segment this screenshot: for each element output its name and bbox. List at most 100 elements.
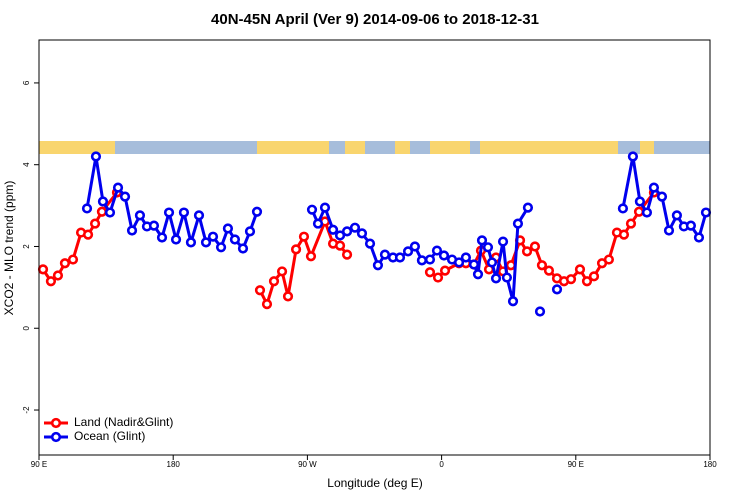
data-point bbox=[254, 285, 266, 296]
data-point bbox=[490, 273, 502, 284]
y-axis-label: XCO2 - MLO trend (ppm) bbox=[2, 181, 16, 316]
data-point bbox=[574, 264, 586, 275]
data-point bbox=[319, 202, 331, 213]
y-tick-label: 4 bbox=[22, 162, 31, 167]
data-point bbox=[453, 257, 465, 268]
x-tick-label: 180 bbox=[703, 460, 717, 469]
data-point bbox=[372, 260, 384, 271]
data-point bbox=[81, 203, 93, 214]
data-point bbox=[685, 220, 697, 231]
y-tick-label: -2 bbox=[22, 406, 31, 414]
legend-label: Land (Nadir&Glint) bbox=[74, 415, 173, 429]
data-point bbox=[565, 274, 577, 285]
plot-frame bbox=[38, 39, 711, 456]
data-point bbox=[394, 252, 406, 263]
data-point bbox=[268, 276, 280, 287]
data-point bbox=[82, 229, 94, 240]
data-point bbox=[229, 234, 241, 245]
data-point bbox=[424, 267, 436, 278]
data-point bbox=[536, 260, 548, 271]
data-point bbox=[306, 204, 318, 215]
data-point bbox=[501, 272, 513, 283]
data-point bbox=[45, 276, 57, 287]
y-tick-label: 6 bbox=[22, 80, 31, 85]
data-point bbox=[156, 232, 168, 243]
data-point bbox=[356, 228, 368, 239]
data-point bbox=[52, 270, 64, 281]
x-tick-label: 0 bbox=[439, 460, 444, 469]
data-point bbox=[656, 191, 668, 202]
data-point bbox=[625, 218, 637, 229]
data-point bbox=[505, 260, 517, 271]
data-point bbox=[261, 299, 273, 310]
x-tick-label: 90 E bbox=[568, 460, 584, 469]
legend-label: Ocean (Glint) bbox=[74, 429, 145, 443]
data-point bbox=[634, 196, 646, 207]
data-point bbox=[349, 222, 361, 233]
data-point bbox=[700, 207, 712, 218]
data-point bbox=[641, 207, 653, 218]
data-point bbox=[97, 196, 109, 207]
x-tick-label: 90 W bbox=[298, 460, 317, 469]
data-point bbox=[148, 220, 160, 231]
legend: Land (Nadir&Glint)Ocean (Glint) bbox=[40, 414, 185, 454]
data-point bbox=[185, 237, 197, 248]
data-point bbox=[633, 206, 645, 217]
data-point bbox=[341, 249, 353, 260]
data-point bbox=[482, 242, 494, 253]
data-point bbox=[618, 229, 630, 240]
data-point bbox=[402, 246, 414, 257]
data-point bbox=[170, 234, 182, 245]
series-line bbox=[41, 191, 656, 306]
data-point bbox=[617, 203, 629, 214]
data-point bbox=[67, 254, 79, 265]
data-point bbox=[178, 207, 190, 218]
legend-box bbox=[40, 414, 185, 454]
data-point bbox=[207, 231, 219, 242]
chart-title: 40N-45N April (Ver 9) 2014-09-06 to 2018… bbox=[211, 11, 539, 28]
data-point bbox=[534, 306, 546, 317]
legend-marker bbox=[50, 431, 62, 443]
data-point bbox=[522, 202, 534, 213]
data-point bbox=[112, 182, 124, 193]
data-point bbox=[334, 240, 346, 251]
data-point bbox=[276, 266, 288, 277]
data-point bbox=[90, 151, 102, 162]
data-point bbox=[341, 226, 353, 237]
data-point bbox=[603, 254, 615, 265]
data-point bbox=[543, 265, 555, 276]
x-axis-label: Longitude (deg E) bbox=[327, 476, 422, 490]
data-point bbox=[472, 269, 484, 280]
data-point bbox=[298, 231, 310, 242]
data-point bbox=[215, 242, 227, 253]
data-point bbox=[364, 238, 376, 249]
data-point bbox=[327, 224, 339, 235]
data-point bbox=[237, 243, 249, 254]
data-point bbox=[507, 296, 519, 307]
data-point bbox=[305, 251, 317, 262]
data-point bbox=[693, 232, 705, 243]
data-point bbox=[432, 272, 444, 283]
data-point bbox=[89, 218, 101, 229]
y-tick-label: 0 bbox=[22, 325, 31, 330]
data-point bbox=[282, 291, 294, 302]
data-point bbox=[581, 276, 593, 287]
x-tick-label: 180 bbox=[167, 460, 181, 469]
data-point bbox=[512, 218, 524, 229]
data-point bbox=[431, 245, 443, 256]
data-point bbox=[334, 230, 346, 241]
data-point bbox=[409, 241, 421, 252]
data-point bbox=[119, 191, 131, 202]
data-point bbox=[193, 210, 205, 221]
data-point bbox=[663, 225, 675, 236]
data-point bbox=[468, 259, 480, 270]
legend-marker bbox=[50, 417, 62, 429]
data-point bbox=[486, 257, 498, 268]
data-point bbox=[416, 255, 428, 266]
data-point bbox=[200, 237, 212, 248]
data-point bbox=[438, 250, 450, 261]
data-point bbox=[588, 271, 600, 282]
data-point bbox=[290, 244, 302, 255]
data-point bbox=[627, 151, 639, 162]
